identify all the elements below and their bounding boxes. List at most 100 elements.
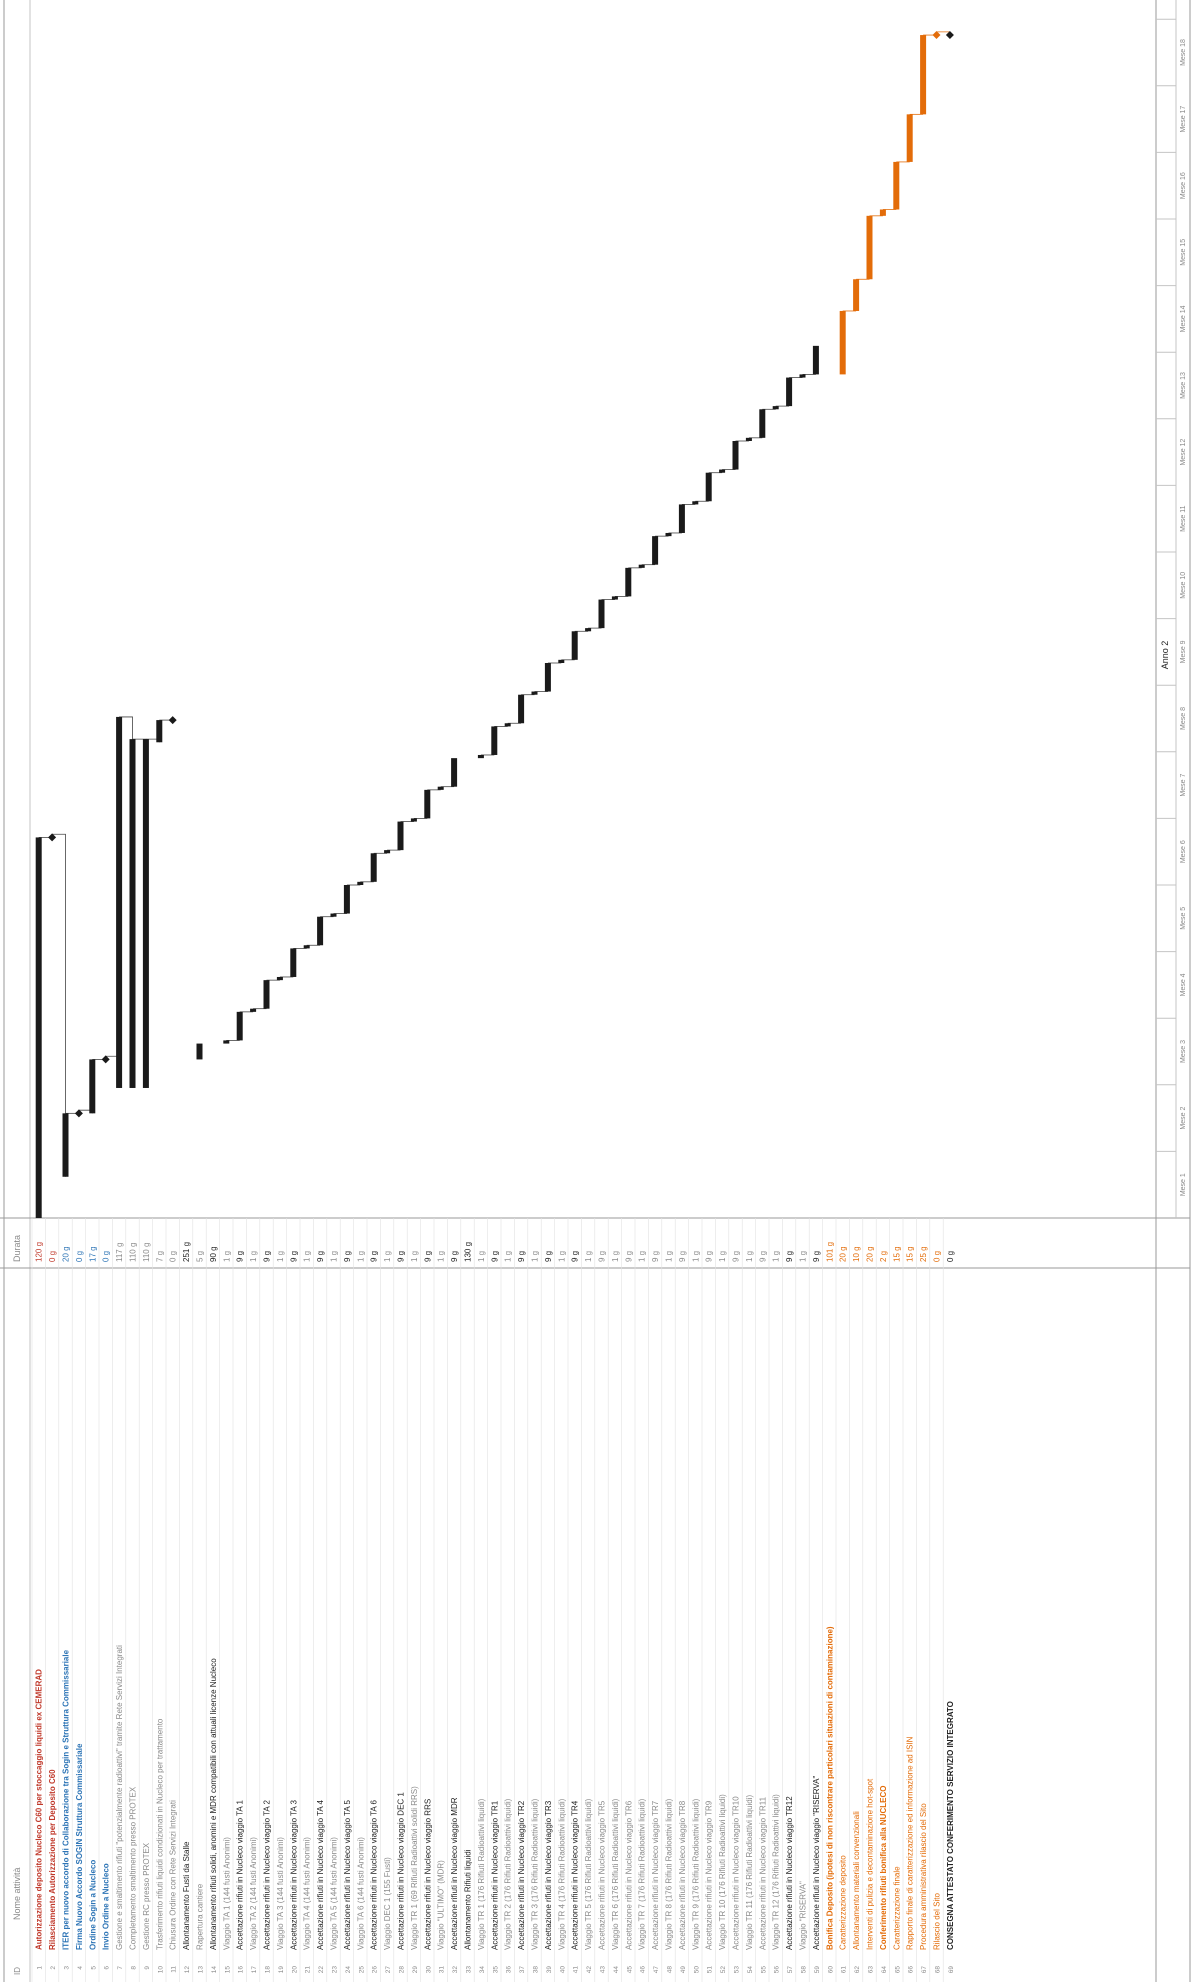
task-bar[interactable] (116, 716, 123, 1088)
task-bar[interactable] (799, 374, 806, 378)
task-bar[interactable] (330, 913, 337, 917)
task-name[interactable]: Viaggio TA 1 (144 fusti Anonimi) (222, 1837, 231, 1950)
task-bar[interactable] (558, 659, 565, 663)
task-name[interactable]: Accettazione rifiuti in Nucleco viaggio … (343, 1799, 352, 1950)
task-bar[interactable] (611, 596, 618, 600)
task-bar[interactable] (531, 691, 538, 695)
task-bar[interactable] (518, 694, 525, 724)
task-bar[interactable] (544, 663, 551, 692)
task-bar[interactable] (732, 441, 739, 470)
task-bar[interactable] (504, 723, 511, 727)
task-name[interactable]: Rilascio del Sito (933, 1893, 942, 1950)
task-name[interactable]: Invio Ordine a Nucleco (102, 1863, 111, 1950)
task-name[interactable]: Accettazione rifiuti in Nucleco viaggio … (571, 1800, 580, 1950)
task-name[interactable]: Allontanamento Rifiuti liquidi (464, 1849, 473, 1950)
task-name[interactable]: Accettazione rifiuti in Nucleco viaggio … (289, 1799, 298, 1950)
task-name[interactable]: Accettazione rifiuti in Nucleco viaggio … (490, 1800, 499, 1950)
task-name[interactable]: ITER per nuovo accordo di Collaborazione… (62, 1649, 71, 1950)
task-bar[interactable] (384, 850, 391, 854)
task-bar[interactable] (35, 837, 42, 1218)
task-bar[interactable] (89, 1059, 96, 1114)
task-name[interactable]: Interventi di pulizia e decontaminazione… (866, 1778, 875, 1950)
task-name[interactable]: Procedura amministrativa rilascio del Si… (919, 1803, 928, 1950)
task-name[interactable]: Accettazione rifiuti in Nucleco viaggio … (758, 1796, 767, 1950)
task-name[interactable]: Accettazione rifiuti in Nucleco viaggio … (785, 1796, 794, 1950)
task-bar[interactable] (598, 599, 605, 629)
task-name[interactable]: Viaggio TR 6 (176 Rifiuti Radioattivi li… (611, 1798, 620, 1950)
task-name[interactable]: Completamento smaltimento presso PROTEX (129, 1786, 138, 1950)
task-name[interactable]: Viaggio "ULTIMO" (MDR) (437, 1860, 446, 1950)
task-name[interactable]: Accettazione rifiuti in Nucleco viaggio … (236, 1799, 245, 1950)
task-name[interactable]: Firma Nuovo Accordo SOGIN Struttura Comm… (75, 1743, 84, 1950)
milestone-diamond[interactable] (101, 1055, 110, 1064)
task-bar[interactable] (839, 310, 846, 375)
task-name[interactable]: Ordine Sogin a Nucleco (88, 1860, 97, 1950)
task-name[interactable]: Bonifica Deposito (ipotesi di non riscon… (825, 1626, 834, 1950)
task-name[interactable]: Allontanamento materiali convenzionali (852, 1811, 861, 1950)
task-name[interactable]: Viaggio TA 6 (144 fusti Anonimi) (356, 1837, 365, 1950)
task-name[interactable]: Viaggio TR 8 (176 Rifiuti Radioattivi li… (665, 1798, 674, 1950)
task-name[interactable]: Rapertura cantiere (196, 1883, 205, 1950)
milestone-diamond[interactable] (74, 1109, 83, 1118)
task-name[interactable]: Gestione e smaltimento rifiuti "potenzia… (115, 1645, 124, 1950)
task-bar[interactable] (812, 345, 819, 375)
task-bar[interactable] (397, 821, 404, 851)
task-bar[interactable] (893, 161, 900, 210)
task-bar[interactable] (625, 567, 632, 597)
task-name[interactable]: Gestione RC presso PROTEX (142, 1842, 151, 1950)
task-bar[interactable] (853, 279, 860, 311)
task-name[interactable]: Accettazione rifiuti in Nucleco viaggio … (397, 1792, 406, 1950)
task-bar[interactable] (156, 720, 163, 743)
task-bar[interactable] (290, 948, 297, 977)
task-bar[interactable] (719, 469, 726, 473)
task-bar[interactable] (437, 786, 444, 790)
task-bar[interactable] (879, 209, 886, 216)
task-bar[interactable] (343, 885, 350, 914)
task-bar[interactable] (786, 377, 793, 407)
task-bar[interactable] (491, 726, 498, 755)
task-name[interactable]: Accettazione rifiuti in Nucleco viaggio … (732, 1796, 741, 1950)
task-name[interactable]: Accettazione rifiuti in Nucleco viaggio … (651, 1800, 660, 1950)
task-name[interactable]: Viaggio TR 2 (176 Rifiuti Radioattivi li… (504, 1798, 513, 1950)
milestone-diamond[interactable] (168, 716, 177, 725)
task-bar[interactable] (451, 758, 458, 787)
task-name[interactable]: Accettazione rifiuti in Nucleco viaggio … (544, 1800, 553, 1950)
task-name[interactable]: Accettazione rifiuti in Nucleco viaggio … (624, 1800, 633, 1950)
task-bar[interactable] (866, 215, 873, 280)
task-bar[interactable] (250, 1008, 257, 1012)
task-bar[interactable] (236, 1011, 243, 1041)
task-bar[interactable] (571, 631, 578, 660)
task-name[interactable]: Viaggio TR 9 (176 Rifiuti Radioattivi li… (691, 1798, 700, 1950)
task-bar[interactable] (370, 853, 377, 882)
task-name[interactable]: Accettazione rifiuti in Nucleco viaggio … (812, 1775, 821, 1950)
task-name[interactable]: Viaggio TA 2 (144 fusti Anonimi) (249, 1837, 258, 1950)
task-bar[interactable] (665, 532, 672, 537)
task-name[interactable]: Accettazione rifiuti in Nucleco viaggio … (517, 1800, 526, 1950)
task-bar[interactable] (196, 1043, 203, 1060)
task-name[interactable]: Accettazione rifiuti in Nucleco viaggio … (678, 1800, 687, 1950)
task-bar[interactable] (223, 1040, 230, 1044)
task-name[interactable]: Viaggio TR 3 (176 Rifiuti Radioattivi li… (531, 1798, 540, 1950)
task-bar[interactable] (585, 628, 592, 632)
task-name[interactable]: Rilasciamento Autorizzazione per Deposit… (48, 1769, 57, 1950)
task-name[interactable]: Accettazione rifiuti in Nucleco viaggio … (598, 1800, 607, 1950)
milestone-diamond[interactable] (48, 833, 57, 842)
task-name[interactable]: Viaggio TR 7 (176 Rifiuti Radioattivi li… (638, 1798, 647, 1950)
task-name[interactable]: Accettazione rifiuti in Nucleco viaggio … (263, 1799, 272, 1950)
task-name[interactable]: Viaggio TA 3 (144 fusti Anonimi) (276, 1837, 285, 1950)
task-name[interactable]: Accettazione rifiuti in Nucleco viaggio … (423, 1799, 432, 1950)
task-name[interactable]: Accettazione rifiuti in Nucleco viaggio … (370, 1799, 379, 1950)
task-bar[interactable] (705, 472, 712, 502)
task-bar[interactable] (424, 789, 431, 819)
task-bar[interactable] (317, 916, 324, 946)
task-bar[interactable] (276, 976, 283, 981)
task-name[interactable]: Accettazione rifiuti in Nucleco viaggio … (450, 1797, 459, 1950)
task-bar[interactable] (759, 409, 766, 438)
task-name[interactable]: Autorizzazione deposito Nucleco C60 per … (35, 1669, 44, 1950)
milestone-diamond[interactable] (932, 31, 941, 40)
task-bar[interactable] (906, 114, 913, 162)
task-name[interactable]: Allontanamento rifiuti solidi, anomini e… (209, 1658, 218, 1950)
task-name[interactable]: Viaggio DEC 1 (155 Fusti) (383, 1857, 392, 1950)
task-bar[interactable] (357, 881, 364, 885)
task-name[interactable]: Caratterizzazione deposito (839, 1855, 848, 1950)
